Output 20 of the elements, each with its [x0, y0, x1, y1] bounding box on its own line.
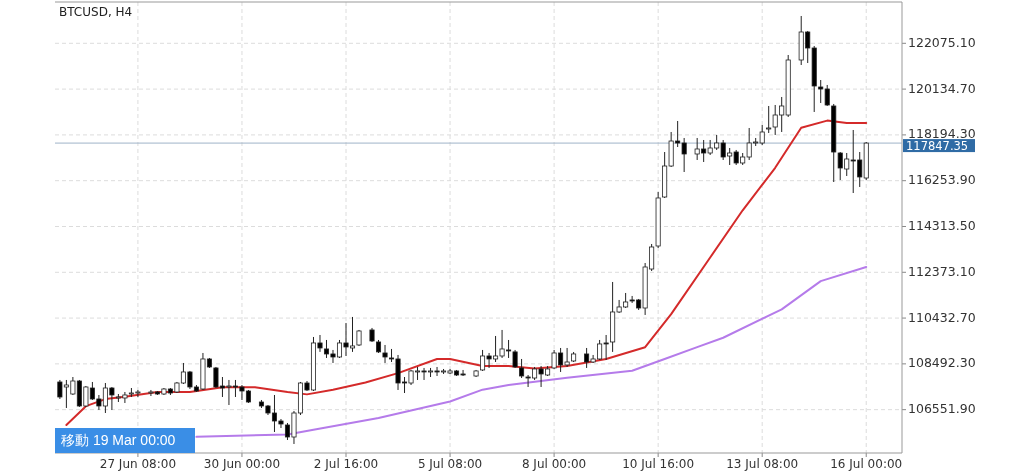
y-tick-label: 120134.70	[908, 80, 976, 96]
x-tick-label: 16 Jul 00:00	[830, 457, 903, 471]
x-tick-label: 2 Jul 16:00	[313, 457, 379, 471]
x-tick-label: 27 Jun 08:00	[99, 457, 177, 471]
y-tick-label: 108492.30	[908, 355, 976, 371]
annotation: 移動 19 Mar 00:00	[61, 432, 176, 448]
y-tick-label: 112373.10	[908, 263, 976, 279]
x-tick-label: 10 Jul 16:00	[622, 457, 695, 471]
y-tick-label: 122075.10	[908, 34, 976, 50]
ref-label: 117847.35	[903, 138, 975, 153]
chart-title: BTCUSD, H4	[59, 5, 133, 19]
x-tick-label: 13 Jul 08:00	[726, 457, 799, 471]
x-tick-label: 5 Jul 08:00	[417, 457, 483, 471]
annotation: 移動 19 Mar 00:00	[55, 428, 195, 453]
y-tick-label: 106551.90	[908, 401, 976, 417]
x-tick-label: 8 Jul 00:00	[521, 457, 587, 471]
y-tick-label: 114313.50	[908, 217, 976, 233]
x-tick-label: 30 Jun 00:00	[203, 457, 281, 471]
y-tick-label: 116253.90	[908, 172, 976, 188]
y-tick-label: 110432.70	[908, 309, 976, 325]
